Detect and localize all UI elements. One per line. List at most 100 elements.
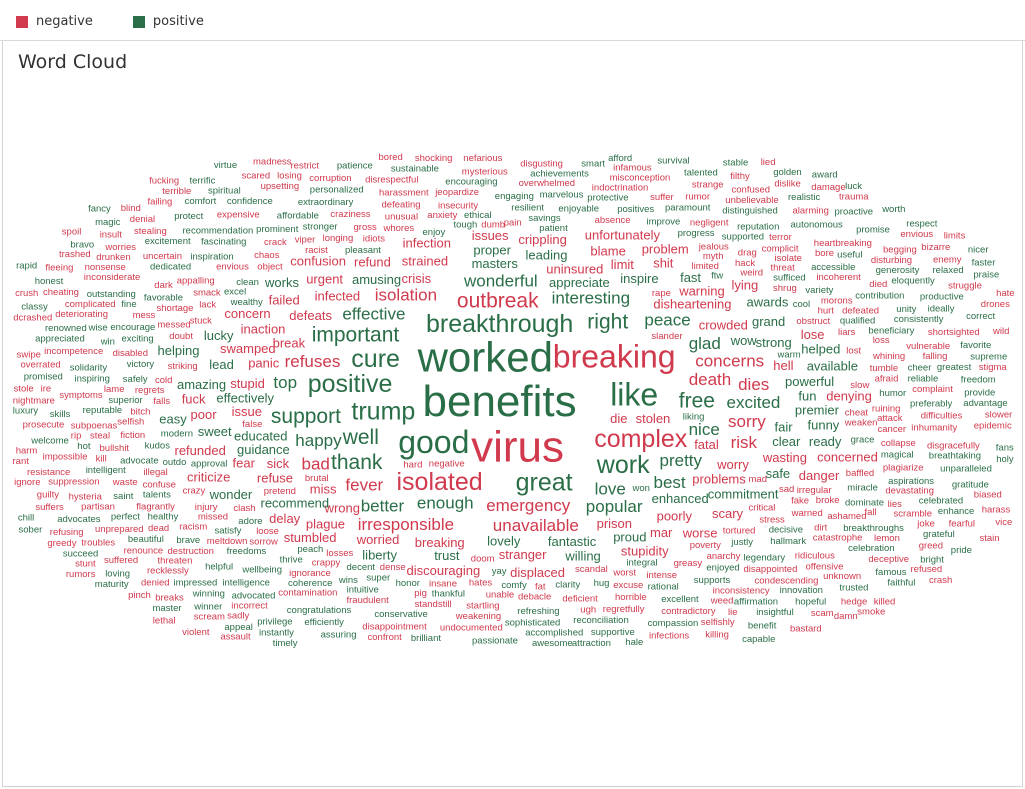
word-death: death	[689, 370, 732, 389]
word-greatest: greatest	[937, 362, 972, 373]
word-negligent: negligent	[690, 218, 729, 229]
word-praise: praise	[973, 270, 999, 281]
word-freedom: freedom	[961, 375, 996, 386]
word-limited: limited	[692, 261, 719, 272]
word-tough: tough	[454, 220, 478, 231]
word-damn: damn	[834, 611, 858, 622]
word-inspiration: inspiration	[190, 252, 233, 263]
word-great: great	[516, 469, 573, 497]
word-sober: sober	[19, 524, 43, 535]
chart-title: Word Cloud	[18, 51, 128, 73]
word-envious: envious	[216, 262, 249, 273]
word-issue: issue	[232, 404, 262, 419]
word-wild: wild	[992, 326, 1009, 337]
word-ashamed: ashamed	[827, 511, 866, 522]
word-ridiculous: ridiculous	[795, 551, 835, 562]
word-chaos: chaos	[254, 250, 280, 261]
word-amazing: amazing	[177, 377, 226, 392]
word-capable: capable	[742, 634, 775, 645]
word-unfortunately: unfortunately	[585, 227, 661, 242]
word-baffled: baffled	[846, 468, 874, 479]
word-brave: brave	[176, 535, 200, 546]
word-reconciliation: reconciliation	[573, 615, 628, 626]
word-fast: fast	[680, 270, 701, 285]
word-contradictory: contradictory	[661, 606, 716, 617]
word-enough: enough	[417, 494, 474, 513]
word-craziness: craziness	[330, 209, 370, 220]
word-refreshing: refreshing	[517, 606, 559, 617]
word-risk: risk	[731, 433, 758, 452]
word-supreme: supreme	[970, 352, 1007, 363]
word-bravo: bravo	[70, 239, 94, 250]
word-safely: safely	[123, 374, 148, 385]
word-realistic: realistic	[788, 192, 820, 203]
word-ruining: ruining	[872, 404, 901, 415]
word-succeed: succeed	[63, 548, 98, 559]
word-indoctrination: indoctrination	[592, 182, 649, 193]
word-lack: lack	[199, 299, 216, 310]
word-complex: complex	[594, 425, 688, 453]
word-sick: sick	[267, 456, 290, 471]
word-blame: blame	[590, 243, 625, 258]
word-breaking: breaking	[553, 339, 676, 375]
word-disgusting: disgusting	[520, 158, 563, 169]
word-wasting: wasting	[762, 450, 807, 465]
word-mar: mar	[650, 525, 673, 540]
word-reputable: reputable	[83, 405, 123, 416]
word-failing: failing	[148, 196, 173, 207]
word-magic: magic	[95, 217, 121, 228]
word-thankful: thankful	[432, 588, 465, 599]
word-useful: useful	[837, 250, 862, 261]
word-renowned: renowned	[45, 323, 87, 334]
word-favorite: favorite	[960, 340, 991, 351]
word-compassion: compassion	[648, 618, 699, 629]
word-wonder: wonder	[209, 487, 253, 502]
word-lost: lost	[846, 346, 861, 357]
word-gross: gross	[354, 222, 377, 233]
word-greasy: greasy	[674, 558, 703, 569]
word-best: best	[654, 473, 686, 492]
word-decisive: decisive	[769, 525, 803, 536]
word-unavailable: unavailable	[493, 516, 579, 535]
word-passionate: passionate	[472, 636, 518, 647]
word-missed: missed	[198, 511, 228, 522]
word-killing: killing	[705, 629, 729, 640]
word-clean: clean	[236, 277, 259, 288]
word-works: works	[264, 275, 299, 290]
word-relaxed: relaxed	[933, 265, 964, 276]
word-overwhelmed: overwhelmed	[519, 178, 576, 189]
word-issues: issues	[472, 228, 509, 243]
word-stain: stain	[980, 533, 1000, 544]
word-concerned: concerned	[817, 449, 878, 464]
word-eloquently: eloquently	[891, 276, 935, 287]
word-nicer: nicer	[968, 245, 989, 256]
word-faithful: faithful	[887, 578, 915, 589]
word-irregular: irregular	[797, 485, 832, 496]
word-lead: lead	[209, 357, 234, 372]
word-approval: approval	[191, 459, 227, 470]
word-lying: lying	[732, 277, 759, 292]
word-rape: rape	[652, 288, 671, 299]
word-fall: fall	[865, 507, 877, 518]
word-integral: integral	[626, 558, 657, 569]
word-appreciate: appreciate	[549, 275, 610, 290]
word-lose: lose	[801, 327, 825, 342]
legend-item-negative[interactable]: negative	[16, 14, 93, 29]
legend-label-negative: negative	[36, 14, 93, 29]
word-dominate: dominate	[845, 498, 884, 509]
legend-item-positive[interactable]: positive	[132, 14, 204, 29]
word-miss: miss	[310, 481, 337, 496]
word-warned: warned	[791, 508, 823, 519]
word-honor: honor	[396, 578, 420, 589]
word-stunt: stunt	[75, 559, 96, 570]
word-nice: nice	[689, 420, 720, 439]
word-limit: limit	[611, 257, 634, 272]
word-suffers: suffers	[35, 502, 64, 513]
word-fiction: fiction	[120, 430, 145, 441]
word-clarity: clarity	[555, 580, 580, 591]
word-available: available	[807, 359, 858, 374]
word-standstill: standstill	[415, 599, 452, 610]
word-awards: awards	[747, 295, 789, 310]
word-contribution: contribution	[855, 290, 904, 301]
word-poorly: poorly	[657, 508, 693, 523]
